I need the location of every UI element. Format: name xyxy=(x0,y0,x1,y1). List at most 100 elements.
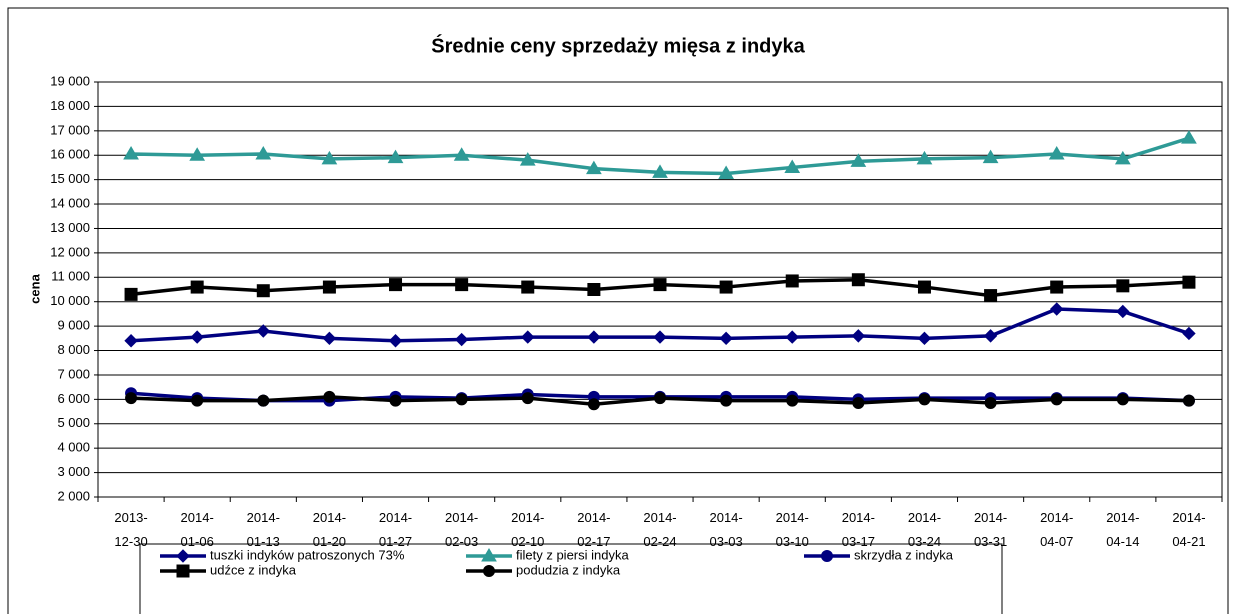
marker xyxy=(124,287,138,301)
marker xyxy=(455,278,469,292)
legend-box xyxy=(139,543,1003,614)
y-axis-label: cena xyxy=(27,273,42,303)
marker xyxy=(124,334,138,348)
legend-label: skrzydła z indyka xyxy=(854,547,954,562)
marker xyxy=(850,153,867,167)
marker xyxy=(983,329,998,343)
marker xyxy=(1116,304,1130,319)
y-tick-label: 12 000 xyxy=(50,244,90,259)
marker xyxy=(587,398,600,411)
y-tick-label: 14 000 xyxy=(50,195,90,210)
marker xyxy=(257,394,270,407)
y-tick-label: 8 000 xyxy=(57,342,90,357)
marker xyxy=(587,283,601,296)
x-tick-label: 2014-01-20 xyxy=(312,510,347,549)
marker xyxy=(1049,302,1064,316)
marker xyxy=(587,330,601,344)
y-tick-label: 3 000 xyxy=(57,464,90,479)
marker xyxy=(1181,130,1197,144)
legend-label: tuszki indyków patroszonych 73% xyxy=(210,547,405,562)
marker xyxy=(190,330,204,344)
x-tick-label: 2014-02-03 xyxy=(445,510,479,549)
marker xyxy=(852,397,865,410)
y-tick-label: 19 000 xyxy=(50,73,90,88)
x-tick-label: 2014-04-14 xyxy=(1106,510,1140,549)
plot-frame xyxy=(97,81,1223,498)
marker xyxy=(720,394,733,407)
marker xyxy=(786,394,799,407)
x-tick-label: 2014-04-07 xyxy=(1040,510,1074,549)
marker xyxy=(1050,280,1064,294)
y-tick-label: 16 000 xyxy=(50,147,90,162)
marker xyxy=(519,152,536,166)
marker xyxy=(1116,393,1129,406)
legend-marker xyxy=(483,565,495,577)
y-tick-label: 4 000 xyxy=(57,440,90,455)
marker xyxy=(653,330,667,344)
marker xyxy=(387,149,404,164)
x-tick-label: 2014-03-17 xyxy=(841,510,875,549)
chart-border xyxy=(7,7,1229,614)
marker xyxy=(784,159,801,173)
x-tick-label: 2014-03-24 xyxy=(907,510,942,549)
marker xyxy=(321,150,338,165)
x-tick-label: 2014-02-10 xyxy=(511,510,545,549)
marker xyxy=(322,331,337,346)
marker xyxy=(851,329,866,343)
marker xyxy=(1182,394,1195,407)
y-tick-label: 13 000 xyxy=(50,220,90,235)
marker xyxy=(785,330,799,344)
marker xyxy=(1050,393,1063,406)
marker xyxy=(454,332,469,347)
marker xyxy=(719,280,733,294)
marker xyxy=(521,330,535,344)
marker xyxy=(918,393,931,406)
chart-title: Średnie ceny sprzedaży mięsa z indyka xyxy=(431,33,805,57)
marker xyxy=(1182,275,1196,289)
marker xyxy=(388,334,403,348)
legend-label: podudzia z indyka xyxy=(516,562,621,577)
marker xyxy=(982,149,999,164)
marker xyxy=(521,280,535,294)
marker xyxy=(653,278,667,292)
legend-marker xyxy=(821,550,833,562)
marker xyxy=(917,331,932,346)
marker xyxy=(1048,146,1065,160)
marker xyxy=(719,331,733,346)
y-tick-label: 5 000 xyxy=(57,415,90,430)
marker xyxy=(255,146,272,160)
legend-label: filety z piersi indyka xyxy=(516,547,629,562)
y-tick-label: 6 000 xyxy=(57,391,90,406)
marker xyxy=(984,397,997,410)
legend-label: udźce z indyka xyxy=(210,562,297,577)
x-tick-label: 2014-01-13 xyxy=(246,510,280,549)
marker xyxy=(1116,279,1130,293)
marker xyxy=(189,147,206,161)
x-tick-label: 2014-02-24 xyxy=(643,510,677,549)
legend-marker xyxy=(176,564,190,578)
marker xyxy=(916,150,933,165)
marker xyxy=(1182,326,1196,341)
marker xyxy=(586,160,602,175)
y-tick-label: 10 000 xyxy=(50,293,90,308)
marker xyxy=(125,392,138,405)
x-tick-label: 2014-01-27 xyxy=(378,510,413,549)
y-tick-label: 11 000 xyxy=(51,269,90,284)
marker xyxy=(785,274,799,288)
marker xyxy=(1114,150,1131,165)
y-tick-label: 2 000 xyxy=(57,488,90,503)
y-tick-label: 7 000 xyxy=(57,366,90,381)
marker xyxy=(521,392,534,405)
marker xyxy=(389,394,402,407)
y-tick-label: 9 000 xyxy=(57,318,90,333)
x-tick-label: 2013-12-30 xyxy=(114,510,148,549)
marker xyxy=(453,147,470,161)
marker xyxy=(190,280,204,294)
x-tick-label: 2014-03-31 xyxy=(973,510,1008,549)
marker xyxy=(984,289,998,303)
y-tick-label: 17 000 xyxy=(50,122,90,137)
marker xyxy=(322,280,336,294)
marker xyxy=(256,284,270,298)
